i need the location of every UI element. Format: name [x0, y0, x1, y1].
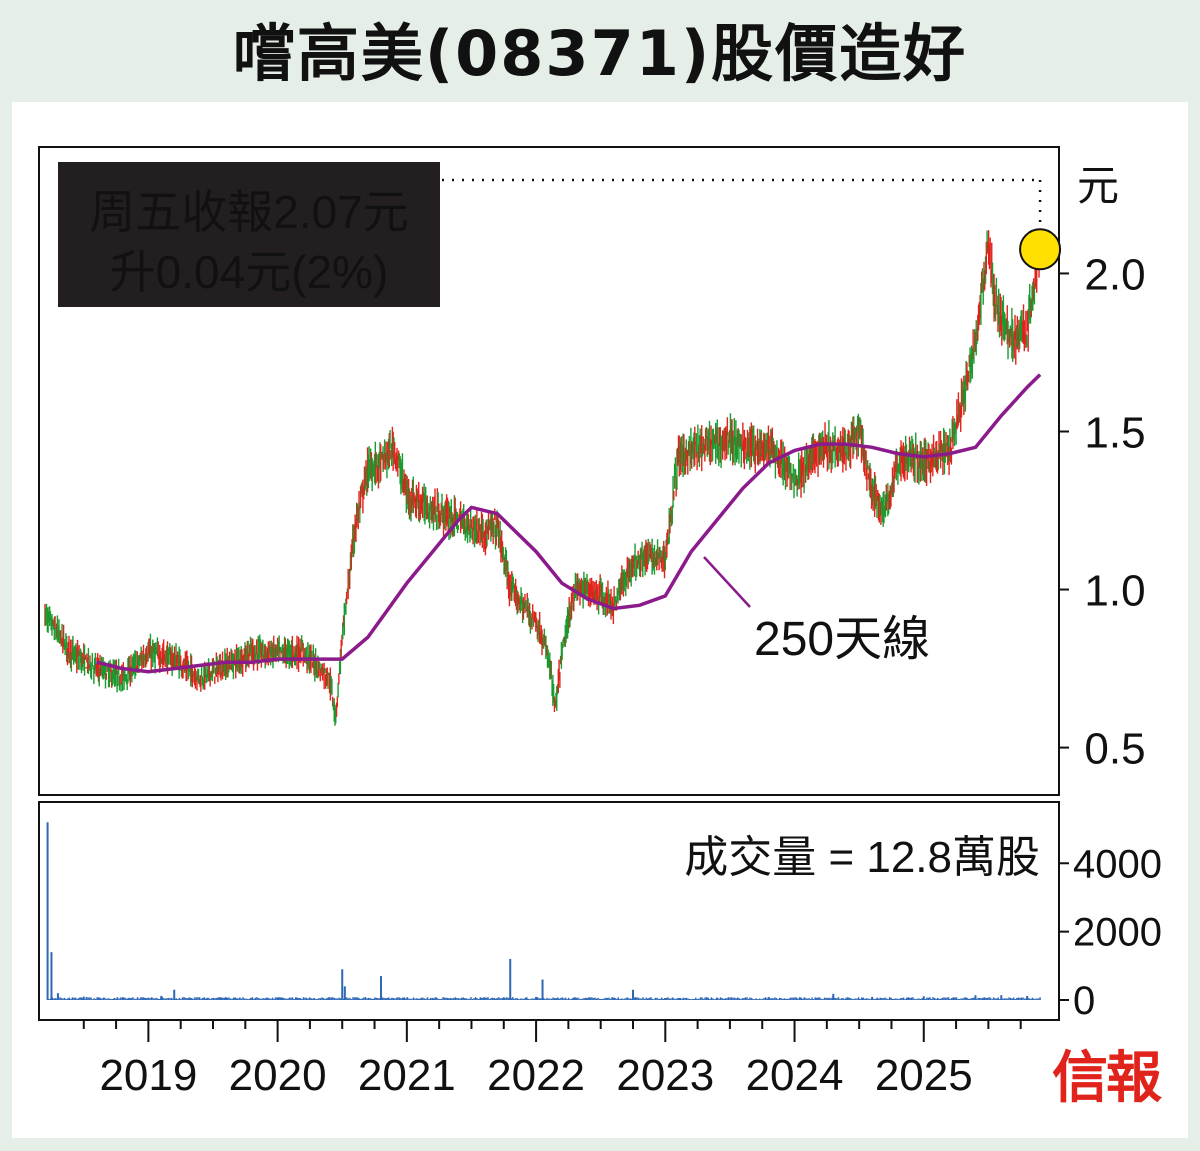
price-ytick-label: 1.0 — [1084, 567, 1145, 616]
close-annotation: 周五收報2.07元 升0.04元(2%) — [58, 162, 440, 307]
chart-panel: 周五收報2.07元 升0.04元(2%) 250天線 成交量 = 12.8萬股 … — [12, 102, 1188, 1138]
annotation-line-1: 周五收報2.07元 — [89, 186, 409, 238]
price-ytick-label: 0.5 — [1084, 725, 1145, 774]
ma-250-line — [96, 373, 1042, 674]
y-unit-label: 元 — [1077, 162, 1119, 209]
volume-ytick-label: 2000 — [1073, 911, 1162, 955]
price-ytick-label: 1.5 — [1084, 408, 1145, 457]
volume-label: 成交量 = 12.8萬股 — [684, 833, 1040, 882]
volume-ytick-label: 0 — [1073, 979, 1095, 1023]
stock-chart: 周五收報2.07元 升0.04元(2%) 250天線 成交量 = 12.8萬股 … — [38, 146, 1162, 1100]
volume-bars — [46, 822, 1041, 1000]
xtick-label: 2022 — [487, 1051, 585, 1100]
last-close-marker — [1019, 228, 1062, 271]
volume-pane — [38, 801, 1060, 1021]
price-ytick-label: 2.0 — [1084, 250, 1145, 299]
xtick-label: 2021 — [358, 1051, 456, 1100]
xtick-label: 2025 — [875, 1051, 973, 1100]
xtick-label: 2023 — [616, 1051, 714, 1100]
xtick-label: 2019 — [99, 1051, 197, 1100]
ma-label: 250天線 — [754, 613, 930, 666]
source-logo: 信報 — [1052, 1045, 1162, 1111]
annotation-line-2: 升0.04元(2%) — [110, 246, 389, 298]
ma-label-pointer — [703, 556, 751, 608]
annotation-box — [58, 162, 440, 307]
xtick-label: 2020 — [229, 1051, 327, 1100]
price-bars — [44, 230, 1041, 726]
chart-title: 嚐高美(08371)股價造好 — [232, 17, 968, 90]
volume-ytick-label: 4000 — [1073, 842, 1162, 886]
xtick-label: 2024 — [746, 1051, 844, 1100]
